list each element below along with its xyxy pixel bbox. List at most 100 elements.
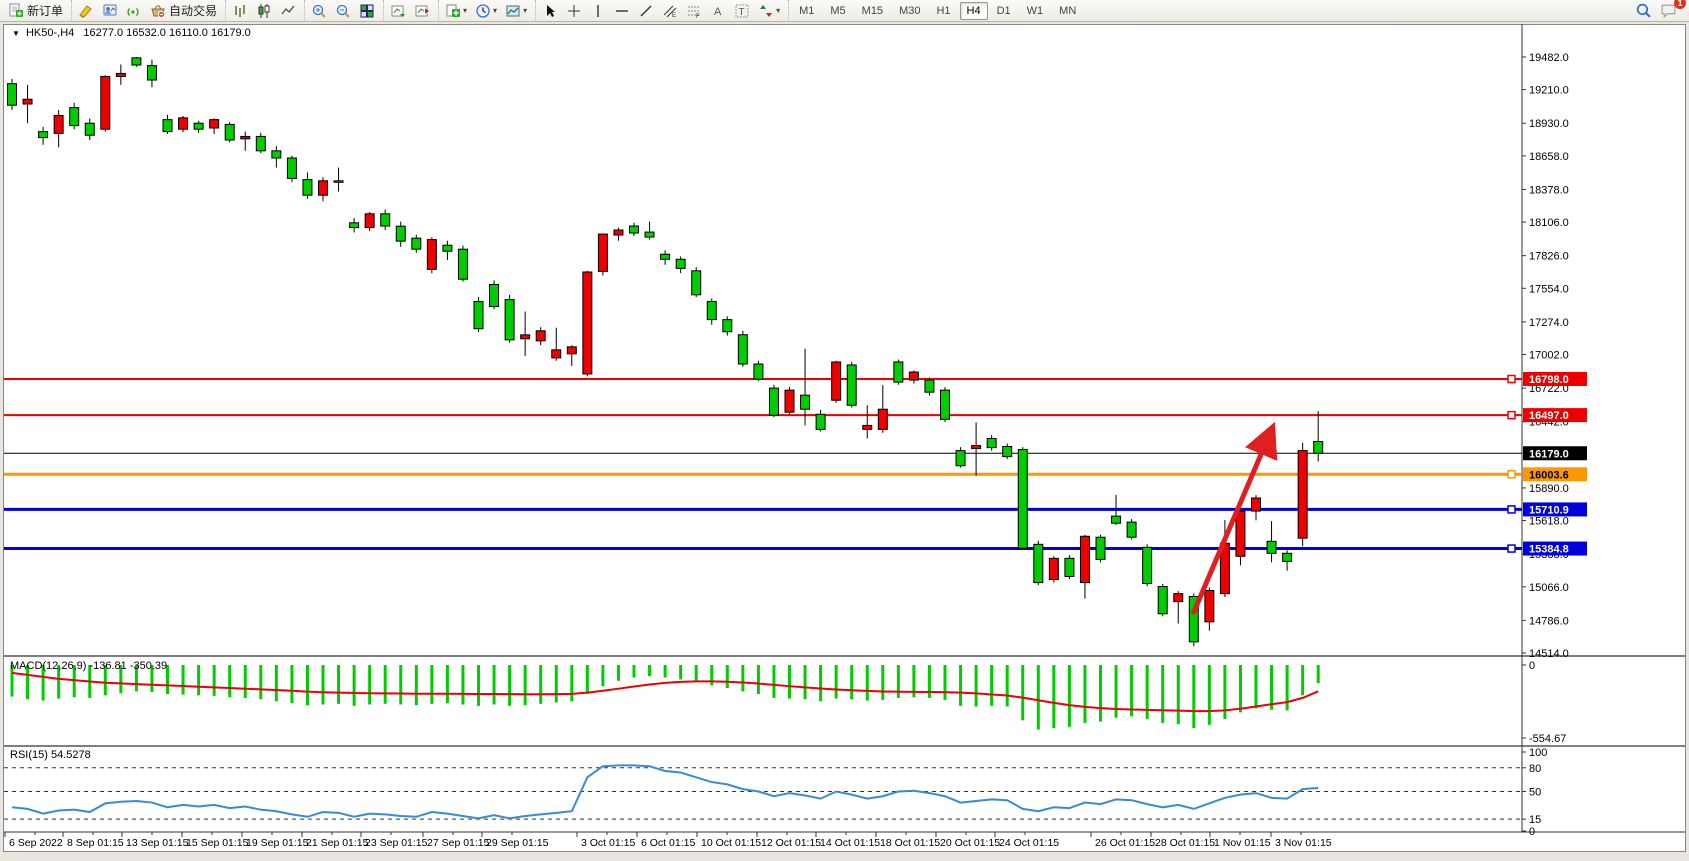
- candle-body[interactable]: [971, 445, 982, 450]
- candle-body[interactable]: [691, 270, 702, 296]
- level-marker-15384.8[interactable]: [1507, 544, 1516, 553]
- candle-body[interactable]: [100, 75, 111, 130]
- candle-body[interactable]: [1111, 515, 1122, 524]
- search-button[interactable]: [1631, 0, 1656, 22]
- collapse-triangle-icon[interactable]: ▼: [12, 29, 20, 38]
- candle-body[interactable]: [162, 119, 173, 133]
- candle-body[interactable]: [255, 135, 266, 152]
- candle-body[interactable]: [675, 258, 686, 269]
- template-button[interactable]: ▾: [501, 0, 531, 22]
- line-chart-button[interactable]: [276, 0, 300, 22]
- candle-body[interactable]: [7, 83, 17, 106]
- candle-body[interactable]: [551, 349, 562, 359]
- candle-body[interactable]: [831, 361, 842, 401]
- candle-body[interactable]: [38, 131, 49, 139]
- candle-body[interactable]: [1266, 540, 1277, 554]
- bar-chart-button[interactable]: [228, 0, 252, 22]
- vline-button[interactable]: [586, 0, 610, 22]
- candle-body[interactable]: [784, 389, 795, 413]
- tile-windows-button[interactable]: [355, 0, 379, 22]
- trend-arrow-annotation[interactable]: [1190, 421, 1278, 615]
- candle-body[interactable]: [1126, 521, 1137, 538]
- candle-body[interactable]: [426, 239, 437, 270]
- tab-timeframe-D1[interactable]: D1: [996, 4, 1011, 17]
- candle-body[interactable]: [722, 319, 733, 333]
- candle-body[interactable]: [131, 57, 142, 66]
- candle-body[interactable]: [1251, 497, 1261, 512]
- trendline-button[interactable]: [634, 0, 658, 22]
- candle-body[interactable]: [333, 180, 344, 183]
- signal-button[interactable]: [122, 0, 146, 22]
- candle-body[interactable]: [893, 361, 904, 383]
- candle-body[interactable]: [644, 231, 655, 238]
- candle-body[interactable]: [1297, 450, 1308, 539]
- candle-body[interactable]: [1235, 510, 1246, 557]
- hline-button[interactable]: [610, 0, 634, 22]
- candle-body[interactable]: [209, 119, 220, 129]
- channel-button[interactable]: E: [658, 0, 682, 22]
- cursor-button[interactable]: [538, 0, 562, 22]
- candle-body[interactable]: [442, 244, 453, 252]
- candle-body[interactable]: [411, 237, 422, 250]
- tab-timeframe-M30[interactable]: M30: [899, 4, 921, 17]
- candle-body[interactable]: [69, 107, 80, 127]
- tab-timeframe-M5[interactable]: M5: [830, 4, 846, 17]
- fibonacci-button[interactable]: F: [682, 0, 706, 22]
- candle-body[interactable]: [1204, 590, 1215, 623]
- indicator-list-button[interactable]: [410, 0, 434, 22]
- candle-body[interactable]: [504, 299, 515, 341]
- candle-body[interactable]: [597, 233, 608, 272]
- candle-body[interactable]: [193, 122, 204, 130]
- candle-body[interactable]: [224, 123, 235, 141]
- candle-body[interactable]: [1157, 586, 1168, 615]
- candle-body[interactable]: [380, 213, 391, 227]
- candle-body[interactable]: [1282, 552, 1293, 562]
- candle-body[interactable]: [737, 334, 748, 365]
- chat-button[interactable]: 1: [1656, 0, 1686, 22]
- candle-body[interactable]: [1095, 536, 1106, 560]
- candle-body[interactable]: [1017, 449, 1028, 549]
- candle-body[interactable]: [1142, 546, 1153, 585]
- candle-body[interactable]: [520, 334, 531, 340]
- text-label-button[interactable]: T: [730, 0, 754, 22]
- candle-body[interactable]: [271, 150, 282, 159]
- candle-body[interactable]: [566, 346, 577, 355]
- new-order-button[interactable]: 新订单: [4, 0, 67, 22]
- candle-body[interactable]: [940, 389, 950, 420]
- candle-body[interactable]: [862, 424, 873, 430]
- candle-body[interactable]: [457, 248, 468, 280]
- text-button[interactable]: A: [706, 0, 730, 22]
- candle-body[interactable]: [1079, 535, 1090, 584]
- candle-body[interactable]: [1002, 446, 1013, 458]
- candle-body[interactable]: [473, 300, 484, 330]
- candle-body[interactable]: [877, 408, 888, 430]
- candle-body[interactable]: [924, 379, 935, 393]
- candle-body[interactable]: [178, 117, 189, 130]
- tab-timeframe-H4[interactable]: H4: [959, 1, 988, 20]
- candle-body[interactable]: [1313, 441, 1324, 454]
- candle-body[interactable]: [955, 450, 966, 467]
- candle-body[interactable]: [146, 65, 157, 81]
- tab-timeframe-MN[interactable]: MN: [1059, 4, 1077, 17]
- tab-timeframe-M15[interactable]: M15: [861, 4, 884, 17]
- candle-body[interactable]: [489, 283, 500, 308]
- add-chart-button[interactable]: ▾: [441, 0, 471, 22]
- tab-timeframe-W1[interactable]: W1: [1026, 4, 1044, 17]
- level-marker-16003.6[interactable]: [1507, 470, 1516, 479]
- candle-body[interactable]: [395, 225, 406, 242]
- candle-body[interactable]: [768, 387, 779, 416]
- candle-body[interactable]: [753, 363, 764, 380]
- tab-timeframe-M1[interactable]: M1: [799, 4, 815, 17]
- period-button[interactable]: ▾: [471, 0, 501, 22]
- candle-body[interactable]: [1064, 557, 1075, 577]
- candle-body[interactable]: [1188, 596, 1199, 643]
- candle-body[interactable]: [800, 394, 811, 410]
- level-marker-15710.9[interactable]: [1507, 505, 1516, 514]
- candle-body[interactable]: [302, 179, 313, 196]
- level-marker-16497.0[interactable]: [1507, 410, 1516, 420]
- candle-body[interactable]: [846, 364, 857, 406]
- candle-body[interactable]: [22, 98, 33, 105]
- candle-body[interactable]: [53, 114, 64, 134]
- candle-body[interactable]: [84, 122, 95, 136]
